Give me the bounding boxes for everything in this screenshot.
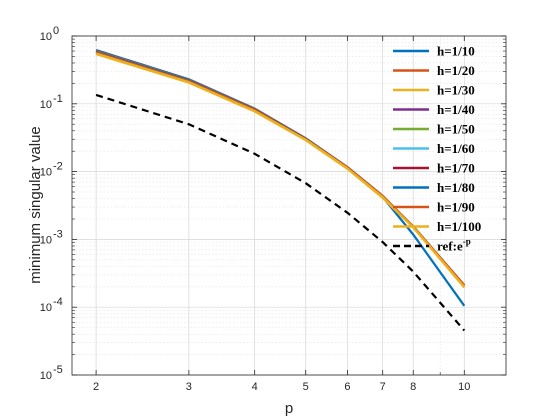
x-tick-label: 4 xyxy=(252,381,258,393)
y-tick-label-exponent: -2 xyxy=(53,161,63,173)
series-line-10 xyxy=(95,93,466,332)
y-tick-label-exponent: -5 xyxy=(53,364,63,376)
legend-label: h=1/20 xyxy=(437,63,475,78)
y-tick-label-exponent: -4 xyxy=(53,296,63,308)
x-tick-label: 8 xyxy=(410,381,416,393)
x-tick-label: 7 xyxy=(380,381,386,393)
legend-label: h=1/30 xyxy=(437,83,475,98)
legend: h=1/10 h=1/20 h=1/30 h=1/40 h=1/50 h=1/60 h=1/… xyxy=(393,44,481,254)
x-tick-labels: 2 3 4 5 6 7 8 10 xyxy=(93,381,470,393)
x-tick-label: 10 xyxy=(458,381,470,393)
y-tick-label: 10 xyxy=(40,234,52,246)
plot-area-background xyxy=(72,36,506,375)
x-tick-label: 6 xyxy=(344,381,350,393)
y-tick-label: 10 xyxy=(40,370,52,382)
x-tick-label: 2 xyxy=(93,381,99,393)
legend-label: h=1/50 xyxy=(437,122,475,137)
y-tick-label: 10 xyxy=(40,99,52,111)
y-tick-label-exponent: -3 xyxy=(53,228,63,240)
y-tick-label: 10 xyxy=(40,167,52,179)
grid xyxy=(72,35,506,376)
axis-ticks xyxy=(72,35,506,376)
y-tick-label-exponent: 0 xyxy=(53,25,59,37)
legend-label: ref:e-p xyxy=(437,237,471,254)
legend-label: h=1/70 xyxy=(437,161,475,176)
legend-label: h=1/40 xyxy=(437,102,475,117)
plot-area-border xyxy=(71,35,507,376)
series-lines xyxy=(95,49,466,332)
legend-label: h=1/80 xyxy=(437,180,475,195)
series-line-9 xyxy=(95,52,466,288)
legend-label: h=1/60 xyxy=(437,141,475,156)
y-tick-label: 10 xyxy=(40,31,52,43)
y-axis-title: minimum singular value xyxy=(27,126,44,284)
x-tick-label: 3 xyxy=(186,381,192,393)
y-tick-label-exponent: -1 xyxy=(53,93,63,105)
y-tick-label: 10 xyxy=(40,302,52,314)
legend-label: h=1/100 xyxy=(437,219,481,234)
x-axis-title: p xyxy=(285,400,293,417)
x-tick-label: 5 xyxy=(303,381,309,393)
legend-label: h=1/10 xyxy=(437,44,475,59)
legend-label: h=1/90 xyxy=(437,200,475,215)
